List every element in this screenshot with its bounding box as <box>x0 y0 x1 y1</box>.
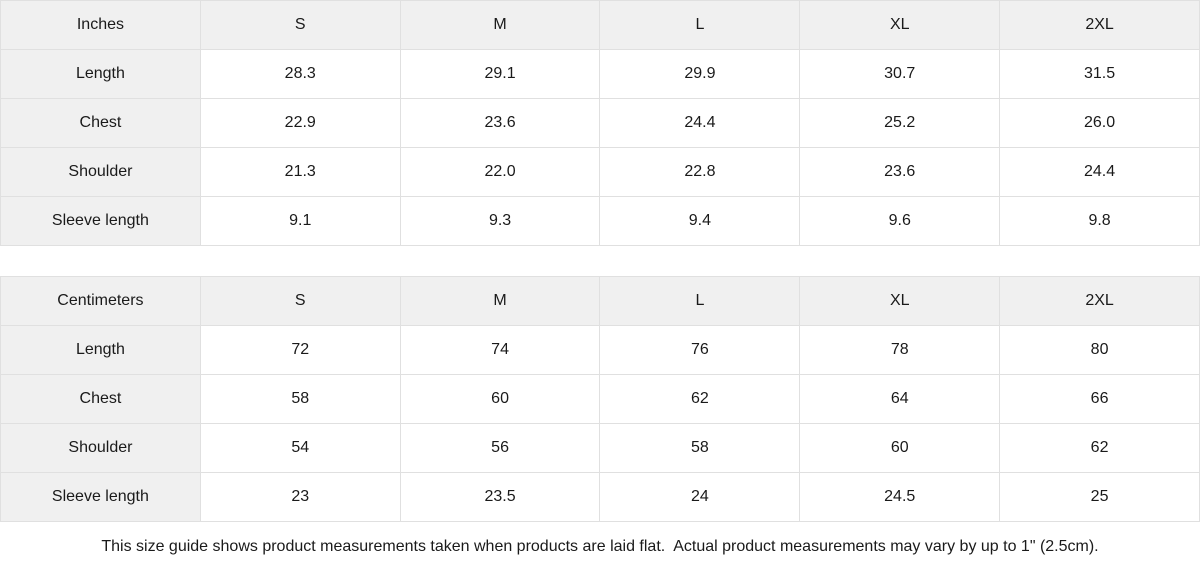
measurement-cell: 23 <box>199 472 401 522</box>
inches-header-row: Inches S M L XL 2XL <box>0 0 1200 50</box>
measurement-cell: 25.2 <box>799 98 1001 148</box>
measurement-cell: 9.6 <box>799 196 1001 246</box>
unit-header-inches: Inches <box>0 0 201 50</box>
row-label-sleeve-length: Sleeve length <box>0 472 201 522</box>
table-row: Length 28.3 29.1 29.9 30.7 31.5 <box>0 49 1200 99</box>
measurement-cell: 72 <box>199 325 401 375</box>
row-label-shoulder: Shoulder <box>0 147 201 197</box>
measurement-cell: 9.3 <box>399 196 601 246</box>
measurement-cell: 22.9 <box>199 98 401 148</box>
measurement-cell: 78 <box>799 325 1001 375</box>
row-label-chest: Chest <box>0 98 201 148</box>
measurement-cell: 24.4 <box>999 147 1200 197</box>
measurement-cell: 56 <box>399 423 601 473</box>
size-header-s: S <box>199 276 401 326</box>
row-label-sleeve-length: Sleeve length <box>0 196 201 246</box>
measurement-cell: 9.4 <box>599 196 801 246</box>
measurement-cell: 30.7 <box>799 49 1001 99</box>
measurement-cell: 66 <box>999 374 1200 424</box>
measurement-cell: 25 <box>999 472 1200 522</box>
table-row: Sleeve length 9.1 9.3 9.4 9.6 9.8 <box>0 196 1200 246</box>
measurement-cell: 21.3 <box>199 147 401 197</box>
size-header-2xl: 2XL <box>999 0 1200 50</box>
size-header-l: L <box>599 0 801 50</box>
table-row: Shoulder 21.3 22.0 22.8 23.6 24.4 <box>0 147 1200 197</box>
measurement-cell: 74 <box>399 325 601 375</box>
table-row: Chest 22.9 23.6 24.4 25.2 26.0 <box>0 98 1200 148</box>
measurement-cell: 76 <box>599 325 801 375</box>
centimeters-header-row: Centimeters S M L XL 2XL <box>0 276 1200 326</box>
measurement-cell: 64 <box>799 374 1001 424</box>
row-label-chest: Chest <box>0 374 201 424</box>
measurement-cell: 26.0 <box>999 98 1200 148</box>
measurement-cell: 31.5 <box>999 49 1200 99</box>
size-header-2xl: 2XL <box>999 276 1200 326</box>
unit-header-centimeters: Centimeters <box>0 276 201 326</box>
size-header-m: M <box>399 276 601 326</box>
row-label-length: Length <box>0 325 201 375</box>
measurement-cell: 28.3 <box>199 49 401 99</box>
measurement-cell: 24.5 <box>799 472 1001 522</box>
measurement-cell: 62 <box>599 374 801 424</box>
measurement-cell: 23.6 <box>399 98 601 148</box>
measurement-cell: 29.9 <box>599 49 801 99</box>
size-header-xl: XL <box>799 0 1001 50</box>
table-row: Shoulder 54 56 58 60 62 <box>0 423 1200 473</box>
measurement-cell: 24.4 <box>599 98 801 148</box>
measurement-cell: 60 <box>799 423 1001 473</box>
measurement-cell: 23.6 <box>799 147 1001 197</box>
size-header-xl: XL <box>799 276 1001 326</box>
measurement-cell: 22.0 <box>399 147 601 197</box>
measurement-cell: 80 <box>999 325 1200 375</box>
size-guide-disclaimer: This size guide shows product measuremen… <box>101 538 1099 555</box>
measurement-cell: 58 <box>199 374 401 424</box>
row-label-length: Length <box>0 49 201 99</box>
measurement-cell: 29.1 <box>399 49 601 99</box>
measurement-cell: 24 <box>599 472 801 522</box>
measurement-cell: 22.8 <box>599 147 801 197</box>
measurement-cell: 58 <box>599 423 801 473</box>
size-header-l: L <box>599 276 801 326</box>
measurement-cell: 9.8 <box>999 196 1200 246</box>
table-row: Length 72 74 76 78 80 <box>0 325 1200 375</box>
size-header-s: S <box>199 0 401 50</box>
row-label-shoulder: Shoulder <box>0 423 201 473</box>
size-header-m: M <box>399 0 601 50</box>
measurement-cell: 62 <box>999 423 1200 473</box>
measurement-cell: 60 <box>399 374 601 424</box>
measurement-cell: 9.1 <box>199 196 401 246</box>
centimeters-size-table: Centimeters S M L XL 2XL Length 72 74 76… <box>0 276 1200 522</box>
measurement-cell: 23.5 <box>399 472 601 522</box>
measurement-cell: 54 <box>199 423 401 473</box>
table-gap-spacer <box>0 246 1200 276</box>
table-row: Chest 58 60 62 64 66 <box>0 374 1200 424</box>
table-row: Sleeve length 23 23.5 24 24.5 25 <box>0 472 1200 522</box>
inches-size-table: Inches S M L XL 2XL Length 28.3 29.1 29.… <box>0 0 1200 246</box>
